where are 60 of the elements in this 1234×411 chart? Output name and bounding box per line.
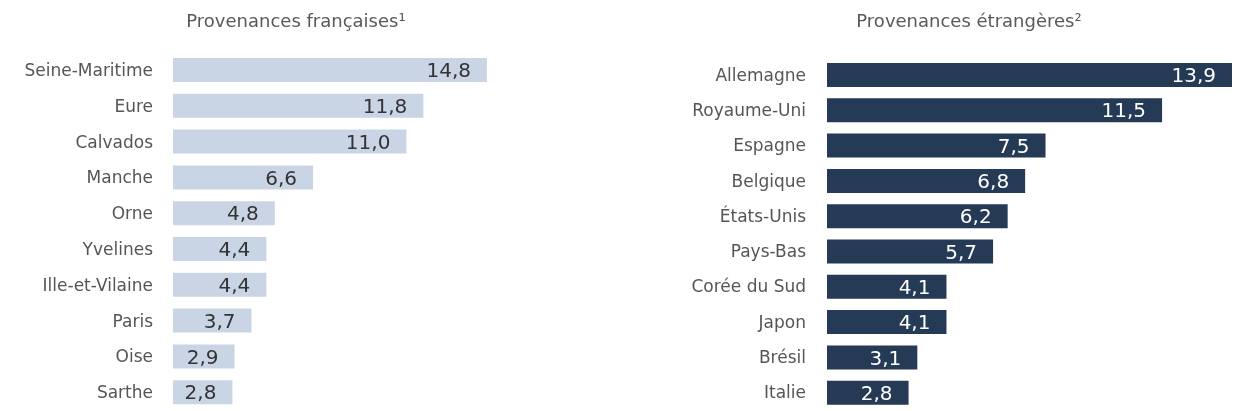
data-label: 4,4 [218, 272, 251, 297]
y-tick-label: Seine-Maritime [24, 59, 153, 80]
data-label: 4,8 [227, 201, 259, 226]
y-tick-label: Japon [757, 311, 806, 332]
data-label: 4,1 [898, 310, 931, 335]
data-label: 4,1 [898, 274, 931, 299]
data-label: 7,5 [997, 133, 1030, 158]
bar [827, 204, 1008, 229]
data-label: 3,1 [869, 345, 902, 370]
data-label: 2,9 [186, 344, 219, 369]
bar [827, 63, 1232, 87]
y-tick-label: Manche [86, 167, 153, 188]
y-tick-label: Yvelines [81, 238, 154, 259]
y-tick-label: Calvados [75, 131, 154, 152]
bar [827, 380, 909, 405]
bar [173, 165, 314, 190]
bar [827, 239, 994, 264]
bar [827, 274, 947, 299]
data-label: 4,4 [218, 237, 251, 262]
bar [173, 129, 407, 154]
chart-title: Provenances françaises¹ [185, 10, 407, 31]
data-label: 11,8 [362, 93, 408, 118]
y-tick-label: Ille-et-Vilaine [42, 274, 153, 295]
bar [827, 168, 1026, 193]
bar [173, 237, 267, 261]
data-label: 2,8 [184, 380, 217, 405]
bar [173, 93, 424, 118]
y-tick-label: États-Unis [719, 204, 807, 226]
bar [827, 133, 1046, 158]
y-tick-label: Oise [115, 346, 153, 367]
bar [827, 98, 1163, 123]
y-tick-label: Corée du Sud [691, 276, 806, 297]
data-label: 6,8 [977, 169, 1010, 193]
y-tick-label: Belgique [731, 170, 806, 191]
y-tick-label: Espagne [733, 135, 806, 156]
chart-title: Provenances étrangères² [855, 10, 1083, 31]
bar [827, 310, 947, 335]
y-tick-label: Paris [112, 310, 154, 331]
y-tick-label: Orne [111, 203, 153, 224]
data-label: 3,7 [203, 308, 236, 333]
data-label: 11,5 [1101, 98, 1147, 123]
data-label: 6,6 [265, 165, 298, 190]
data-label: 5,7 [945, 239, 978, 264]
y-tick-label: Allemagne [715, 64, 806, 85]
data-label: 11,0 [345, 129, 391, 154]
y-tick-label: Italie [763, 382, 806, 403]
data-label: 14,8 [426, 58, 471, 83]
bar [173, 201, 275, 226]
bar [173, 308, 252, 333]
data-label: 6,2 [959, 204, 992, 229]
bar [827, 345, 918, 370]
y-tick-label: Royaume-Uni [692, 99, 806, 120]
data-label: 13,9 [1171, 63, 1216, 88]
y-tick-label: Pays-Bas [730, 241, 807, 262]
data-label: 2,8 [860, 380, 893, 405]
y-tick-label: Eure [114, 95, 153, 116]
y-tick-label: Sarthe [96, 382, 153, 403]
bar [173, 272, 267, 297]
bar [173, 58, 487, 82]
y-tick-label: Brésil [758, 347, 806, 368]
